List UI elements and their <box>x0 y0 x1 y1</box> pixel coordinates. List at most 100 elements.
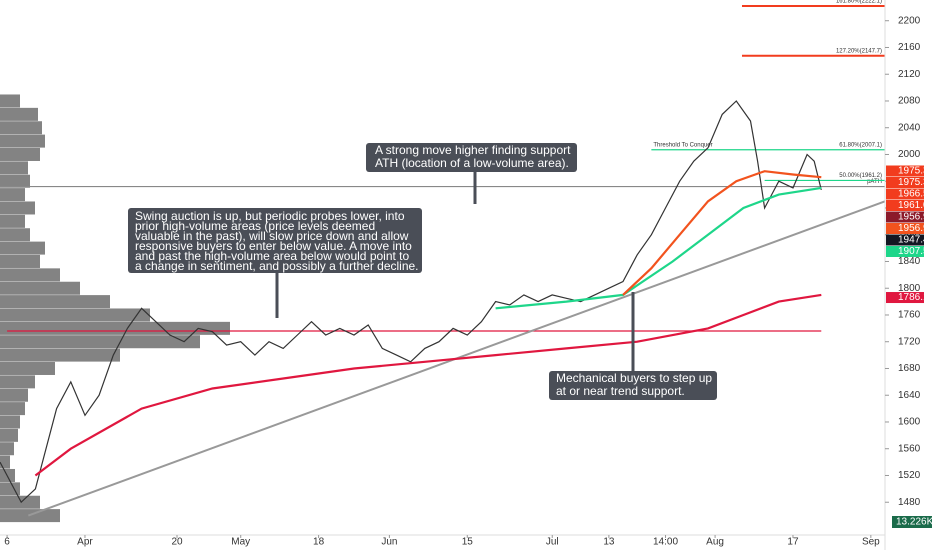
volume-profile-bar <box>0 455 10 469</box>
price-tag: 1956.9 <box>886 211 929 223</box>
volume-profile-bar <box>0 107 38 121</box>
callout-text: ATH (location of a low-volume area). <box>375 156 569 170</box>
volume-profile-bar <box>0 161 28 175</box>
price-tag-box <box>886 245 924 257</box>
volume-tag: 13.226K <box>892 516 932 528</box>
price-tag-text: 1907.5 <box>898 246 929 257</box>
x-tick-label: May <box>231 537 250 548</box>
volume-profile-bar <box>0 228 30 242</box>
price-tag-box <box>886 292 924 304</box>
volume-profile-bar <box>0 174 30 188</box>
x-tick-label: 15 <box>462 537 474 548</box>
volume-profile-bar <box>0 348 120 362</box>
volume-profile-bar <box>0 281 80 295</box>
callout: Swing auction is up, but periodic probes… <box>128 208 422 318</box>
volume-tag-box <box>892 516 932 528</box>
price-tag-text: 1975.3 <box>898 166 929 177</box>
price-tag: 1947.4 <box>886 234 929 246</box>
volume-profile-bar <box>0 428 18 442</box>
level-label: 127.20%(2147.7) <box>836 48 882 54</box>
x-tick-label: 14:00 <box>653 537 678 548</box>
volume-profile-bar <box>0 188 25 202</box>
volume-profile-bar <box>0 415 20 429</box>
plot-area: pATH 161.80%(2222.1) 127.20%(2147.7) 61.80%… <box>0 0 886 523</box>
volume-profile-bar <box>0 321 230 335</box>
level-label: 50.00%(1961.2) <box>839 173 882 179</box>
price-tag-box <box>886 165 924 177</box>
price-tag-text: 1966.5 <box>898 189 929 200</box>
price-tag-box <box>886 188 924 200</box>
x-tick-label: 13 <box>603 537 615 548</box>
moving-average <box>622 170 822 296</box>
volume-profile-bar <box>0 201 35 215</box>
y-tick-label: 1640 <box>898 390 921 401</box>
volume-profile-bar <box>0 295 110 309</box>
price-tag: 1966.5 <box>886 188 929 200</box>
price-line <box>0 100 822 504</box>
x-tick-label: 17 <box>787 537 799 548</box>
callout-box <box>366 143 577 172</box>
volume-profile-bar <box>0 121 42 135</box>
callout-box <box>128 208 422 273</box>
volume-profile-bar <box>0 375 35 389</box>
volume-profile-bar <box>0 254 40 268</box>
volume-profile-bar <box>0 308 150 322</box>
volume-profile-bar <box>0 94 20 108</box>
volume-profile-bar <box>0 388 28 402</box>
callout-text: a change in sentiment, and possibly a fu… <box>135 259 419 273</box>
price-tag: 1961.0 <box>886 199 929 211</box>
moving-average <box>495 186 822 310</box>
volume-profile-bar <box>0 241 45 255</box>
volume-profile-bar <box>0 442 14 456</box>
price-tag-box <box>886 176 924 188</box>
volume-tag-text: 13.226K <box>896 517 932 528</box>
volume-profile-bar <box>0 134 45 148</box>
price-tag-text: 1786.1 <box>898 292 929 303</box>
y-tick-label: 1760 <box>898 310 921 321</box>
price-tag: 1975.3 <box>886 165 929 177</box>
price-tag-box <box>886 222 924 234</box>
y-tick-label: 2080 <box>898 96 921 107</box>
volume-profile-bar <box>0 402 25 416</box>
price-tag: 1975.3 <box>886 176 929 188</box>
volume-profile-bar <box>0 361 55 375</box>
y-tick-label: 2040 <box>898 122 921 133</box>
y-tick-label: 1600 <box>898 417 921 428</box>
price-tag-text: 1975.3 <box>898 177 929 188</box>
volume-profile-bar <box>0 214 25 228</box>
volume-profile-bar <box>0 268 60 282</box>
x-tick-label: 20 <box>171 537 183 548</box>
x-tick-label: Jul <box>546 537 559 548</box>
level-label: pATH <box>867 179 882 185</box>
y-tick-label: 1800 <box>898 283 921 294</box>
price-tag: 1956.9 <box>886 222 929 234</box>
callout-text: at or near trend support. <box>556 384 685 398</box>
x-tick-label: Aug <box>706 537 724 548</box>
x-tick-label: Jun <box>381 537 397 548</box>
level-label: 161.80%(2222.1) <box>836 0 882 5</box>
y-tick-label: 1680 <box>898 363 921 374</box>
moving-average <box>34 293 822 477</box>
callout-text: Swing auction is up, but periodic probes… <box>135 209 405 223</box>
x-tick-label: Sep <box>862 537 880 548</box>
price-tag-box <box>886 199 924 211</box>
y-tick-label: 2120 <box>898 69 921 80</box>
price-tag-text: 1956.9 <box>898 223 929 234</box>
y-tick-label: 1520 <box>898 470 921 481</box>
price-tag-text: 1947.4 <box>898 235 929 246</box>
x-tick-label: Apr <box>77 537 93 548</box>
price-tag-text: 1961.0 <box>898 200 929 211</box>
callout-text: valuable in the past), will slow price d… <box>135 229 409 243</box>
y-tick-label: 2000 <box>898 149 921 160</box>
y-tick-label: 1560 <box>898 443 921 454</box>
volume-profile-bar <box>0 495 40 509</box>
price-tag: 1907.5 <box>886 245 929 257</box>
callout-text: Mechanical buyers to step up <box>556 371 712 385</box>
price-tag-box <box>886 234 924 246</box>
callout-text: and past the high-volume area below woul… <box>135 249 410 263</box>
y-tick-label: 1480 <box>898 497 921 508</box>
y-tick-label: 1840 <box>898 256 921 267</box>
volume-profile-bar <box>0 482 20 496</box>
